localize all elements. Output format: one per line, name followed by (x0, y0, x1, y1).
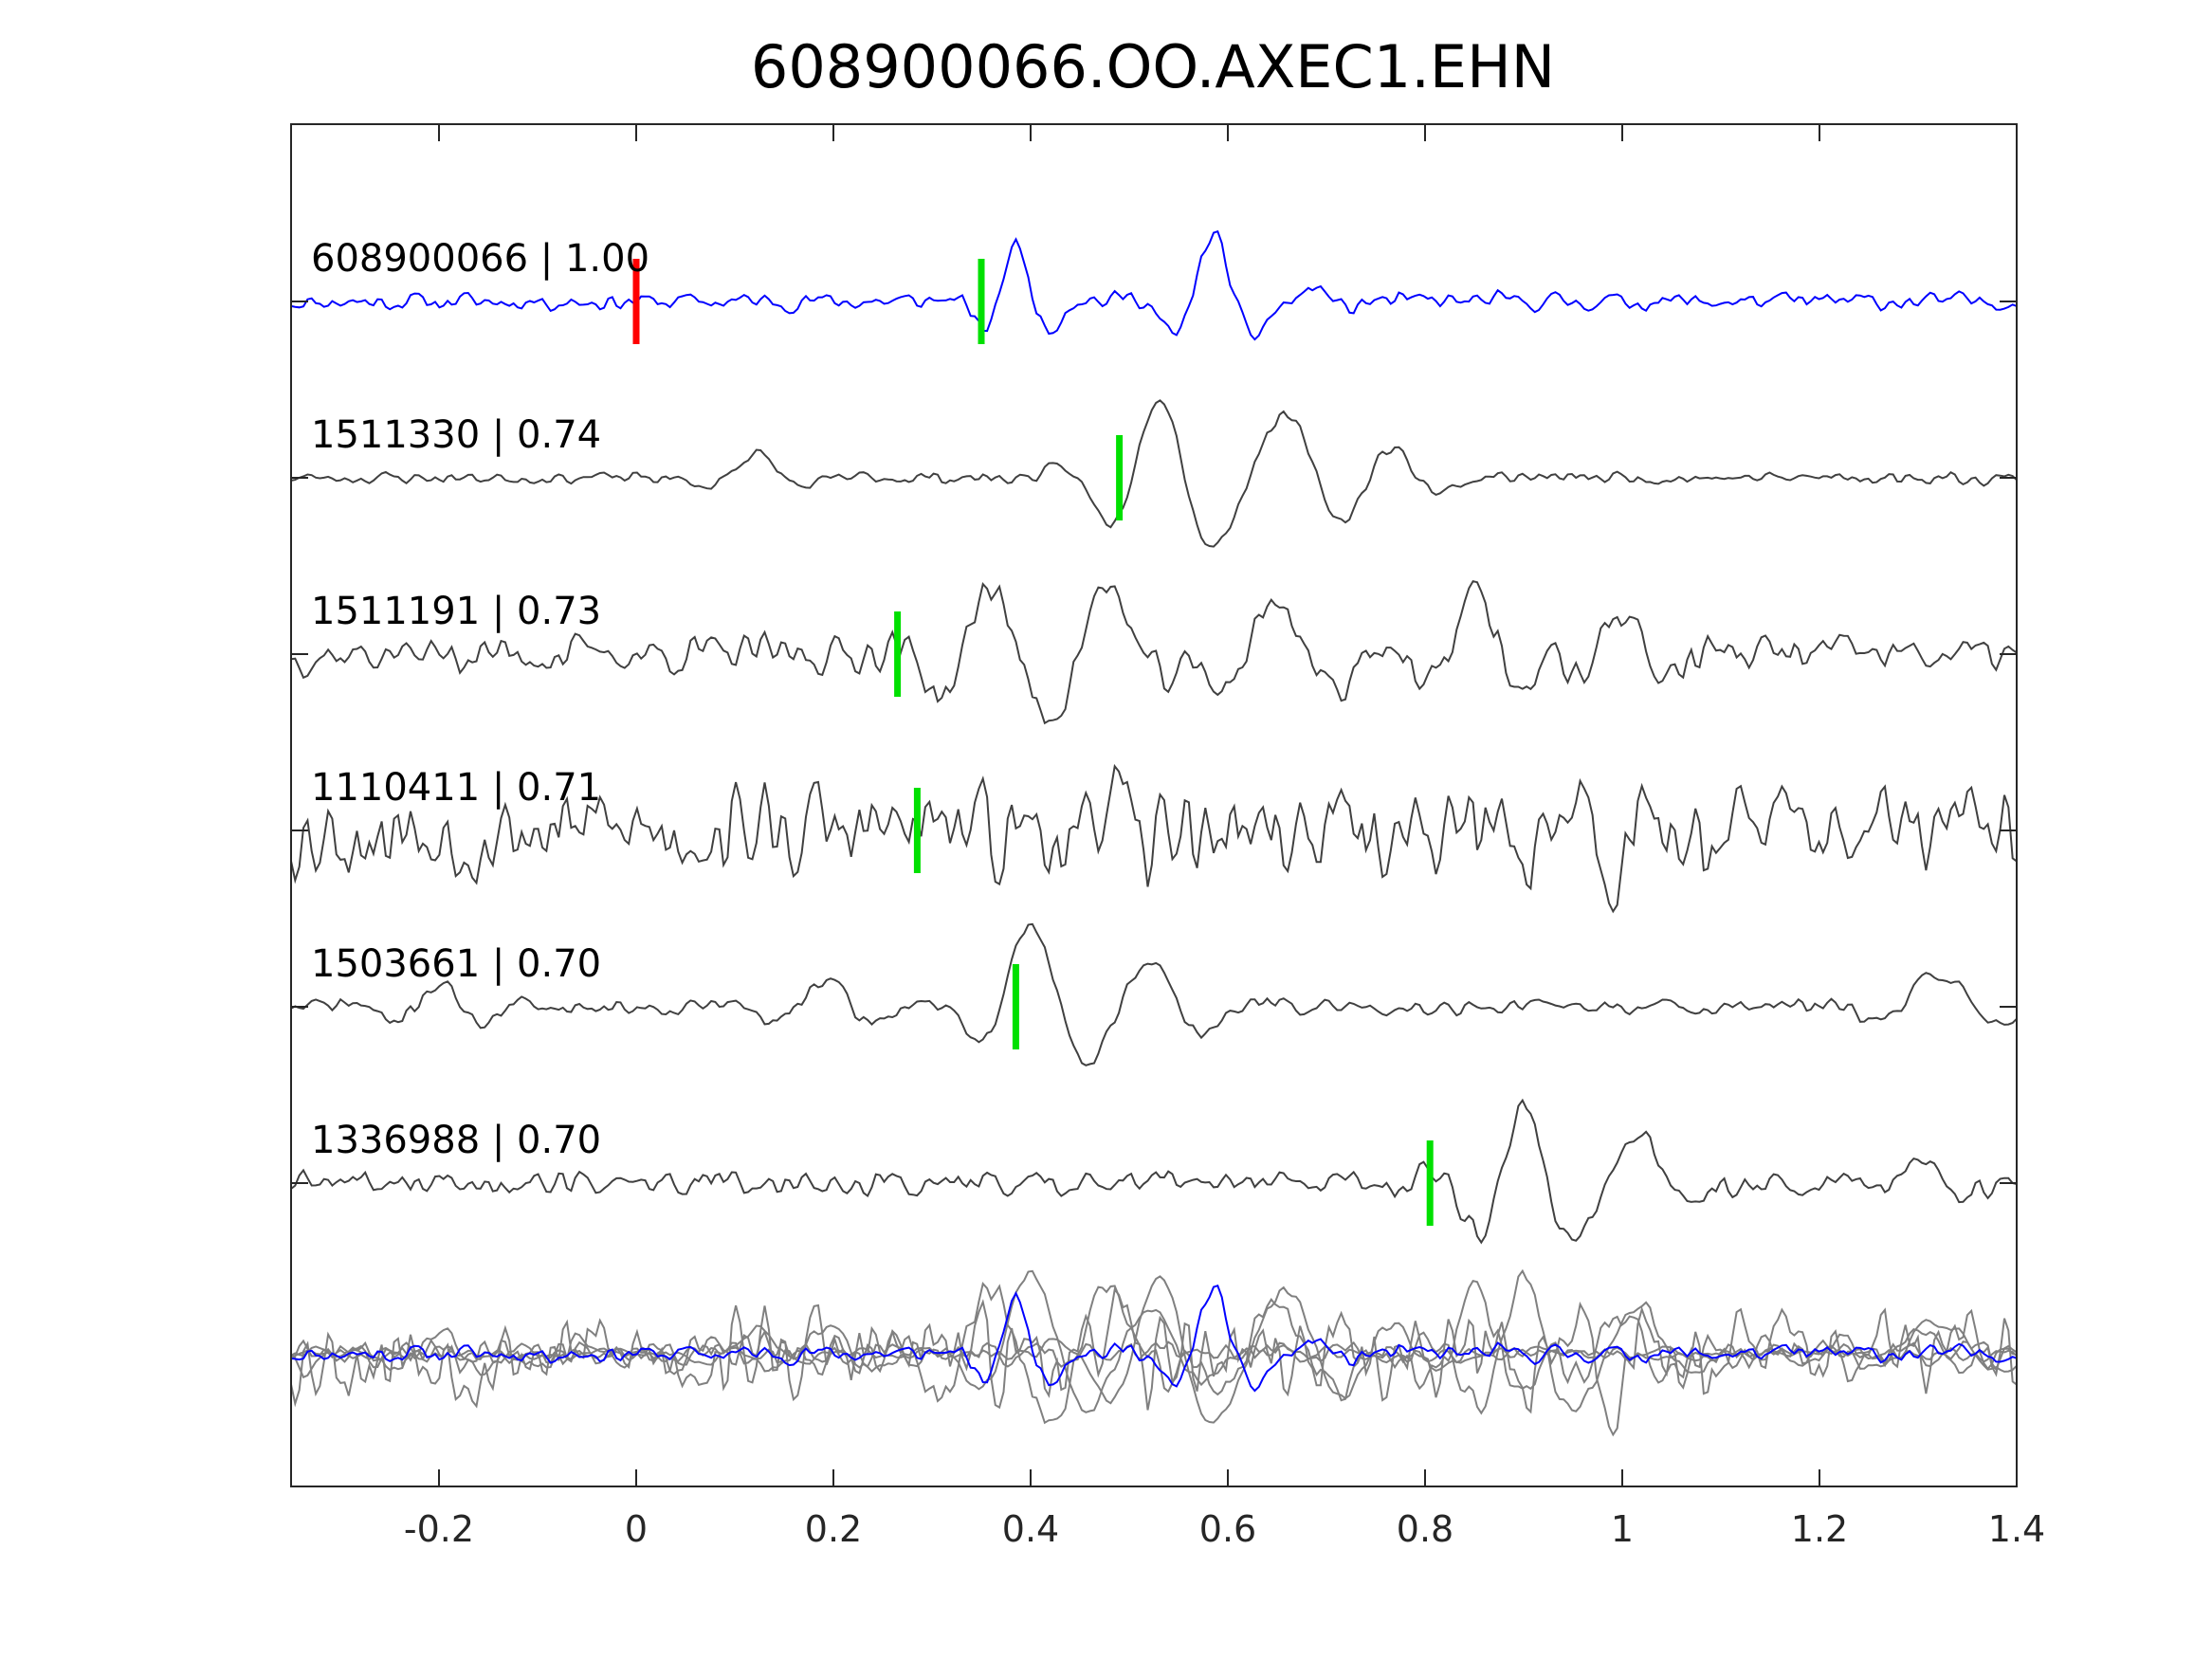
detection-marker-4 (1012, 964, 1019, 1049)
trace-line-5 (290, 1098, 2018, 1245)
stack-trace-5 (290, 1268, 2018, 1415)
detection-marker-2 (894, 611, 902, 697)
x-ticks-layer: -0.2 0 0.2 0.4 0.6 0.8 1 1.2 1.4 (291, 124, 2045, 1550)
x-tick-label-8: 1.4 (1988, 1508, 2045, 1550)
detection-marker-3 (913, 788, 921, 873)
stack-trace-4 (290, 1269, 2018, 1413)
trace-label-4: 1503661 | 0.70 (311, 942, 601, 986)
x-tick-label-0: -0.2 (404, 1508, 474, 1550)
trace-line-3 (290, 763, 2018, 914)
x-tick-label-4: 0.6 (1199, 1508, 1256, 1550)
x-tick-label-2: 0.2 (805, 1508, 862, 1550)
reference-pick-marker (632, 259, 640, 344)
trace-label-1: 1511330 | 0.74 (311, 413, 601, 457)
stack-layer (290, 1268, 2018, 1437)
detection-marker-5 (1426, 1140, 1434, 1226)
trace-line-4 (290, 922, 2018, 1066)
trace-label-5: 1336988 | 0.70 (311, 1119, 601, 1162)
x-tick-label-1: 0 (625, 1508, 648, 1550)
trace-label-2: 1511191 | 0.73 (311, 590, 601, 633)
trace-labels-layer: 608900066 | 1.00 1511330 | 0.74 1511191 | … (311, 237, 649, 1162)
trace-line-1 (290, 399, 2018, 548)
chart-title: 608900066.OO.AXEC1.EHN (751, 32, 1555, 101)
stack-trace-2 (290, 1279, 2018, 1425)
trace-label-3: 1110411 | 0.71 (311, 766, 601, 810)
axes-frame (290, 123, 2018, 1487)
trace-line-0 (290, 229, 2018, 341)
traces-layer (290, 229, 2018, 1245)
detection-marker-0 (978, 259, 985, 344)
detection-marker-1 (1116, 435, 1124, 520)
x-tick-label-5: 0.8 (1397, 1508, 1453, 1550)
axes-background (291, 124, 2017, 1486)
trace-line-2 (290, 579, 2018, 725)
x-tick-label-3: 0.4 (1002, 1508, 1059, 1550)
stack-trace-reference (290, 1284, 2018, 1393)
picks-layer (632, 259, 1434, 1226)
x-tick-label-6: 1 (1611, 1508, 1634, 1550)
trace-label-0: 608900066 | 1.00 (311, 237, 649, 281)
x-tick-label-7: 1.2 (1791, 1508, 1848, 1550)
